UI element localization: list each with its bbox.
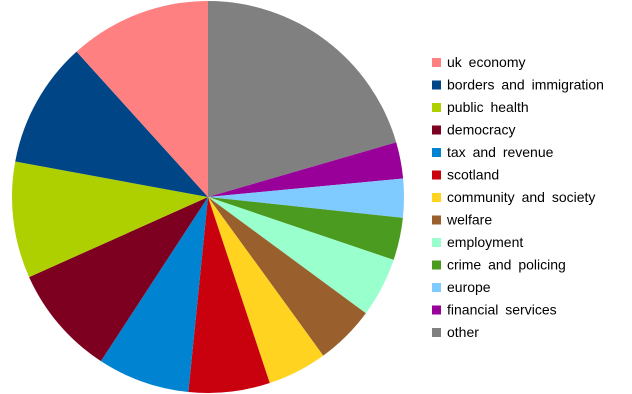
pie-slice-community-and-society: [208, 197, 324, 384]
pie-slice-public-health: [11, 161, 208, 278]
legend-item-europe: europe: [432, 279, 491, 295]
legend-label-other: other: [447, 324, 479, 340]
legend-item-public-health: public health: [432, 99, 529, 115]
pie-slice-scotland: [188, 197, 270, 393]
legend-swatch-financial-services: [432, 305, 441, 315]
legend-item-employment: employment: [432, 234, 523, 250]
pie-slice-borders-and-immigration: [15, 51, 208, 198]
pie-slice-europe: [208, 178, 404, 218]
legend-item-uk-economy: uk economy: [432, 54, 525, 70]
legend-swatch-europe: [432, 283, 441, 292]
pie-slice-democracy: [29, 197, 208, 362]
legend-item-other: other: [432, 324, 479, 340]
legend-swatch-employment: [432, 238, 441, 247]
legend-label-financial-services: financial services: [447, 302, 557, 318]
legend-item-welfare: welfare: [432, 212, 492, 228]
legend: uk economy borders and immigration public …: [432, 54, 604, 340]
legend-item-financial-services: financial services: [432, 302, 557, 318]
pie-slice-tax-and-revenue: [100, 197, 208, 393]
legend-label-uk-economy: uk economy: [447, 54, 525, 70]
legend-swatch-public-health: [432, 103, 441, 112]
pie-slice-welfare: [208, 197, 366, 356]
legend-label-public-health: public health: [447, 99, 529, 115]
legend-item-democracy: democracy: [432, 122, 515, 138]
legend-label-democracy: democracy: [447, 122, 515, 138]
legend-swatch-other: [432, 328, 441, 337]
legend-label-community-and-society: community and society: [447, 189, 595, 205]
legend-swatch-borders-and-immigration: [432, 80, 441, 90]
legend-label-employment: employment: [447, 234, 523, 250]
pie-slices: [11, 1, 404, 393]
pie-slice-financial-services: [208, 142, 404, 197]
legend-swatch-democracy: [432, 125, 441, 135]
legend-item-community-and-society: community and society: [432, 189, 595, 205]
legend-item-scotland: scotland: [432, 167, 499, 183]
legend-label-crime-and-policing: crime and policing: [447, 257, 566, 273]
pie-slice-employment: [208, 197, 394, 314]
legend-label-tax-and-revenue: tax and revenue: [447, 144, 554, 160]
legend-item-borders-and-immigration: borders and immigration: [432, 77, 604, 93]
legend-swatch-scotland: [432, 170, 441, 180]
legend-swatch-crime-and-policing: [432, 260, 441, 270]
legend-item-crime-and-policing: crime and policing: [432, 257, 566, 273]
legend-swatch-tax-and-revenue: [432, 148, 441, 157]
legend-item-tax-and-revenue: tax and revenue: [432, 144, 554, 160]
legend-label-scotland: scotland: [447, 167, 499, 183]
pie-slice-uk-economy: [76, 1, 208, 197]
pie-slice-crime-and-policing: [208, 197, 403, 260]
legend-swatch-uk-economy: [432, 58, 441, 67]
legend-label-welfare: welfare: [446, 212, 492, 228]
legend-swatch-welfare: [432, 215, 441, 225]
pie-slice-other: [208, 1, 397, 197]
legend-label-europe: europe: [447, 279, 491, 295]
legend-swatch-community-and-society: [432, 193, 441, 202]
legend-label-borders-and-immigration: borders and immigration: [447, 77, 604, 93]
